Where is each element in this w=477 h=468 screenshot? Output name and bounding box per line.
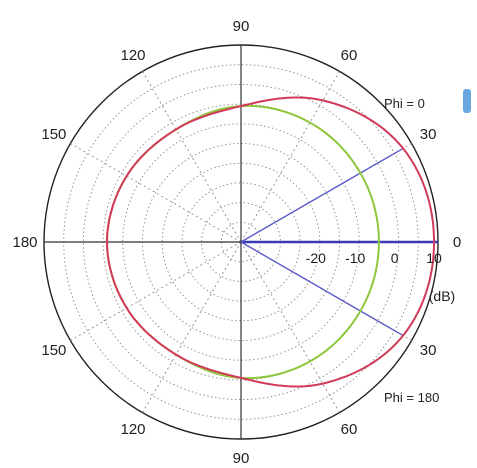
grid-spoke	[70, 241, 242, 341]
grid-spoke	[70, 143, 242, 243]
series-curve	[105, 96, 436, 388]
radial-unit-label: (dB)	[429, 288, 455, 304]
angle-tick-label: 150	[41, 126, 66, 143]
beam-ray	[240, 147, 404, 243]
radial-tick-label: -10	[345, 250, 365, 266]
angle-tick-label: 120	[120, 421, 145, 438]
legend-label-phi-0: Phi = 0	[384, 96, 425, 111]
grid-spoke	[142, 71, 242, 243]
angle-tick-label: 0	[453, 234, 461, 251]
radial-tick-label: -20	[306, 250, 326, 266]
series-layer	[105, 96, 436, 388]
legend-swatch	[463, 89, 471, 113]
beam-ray	[240, 241, 404, 337]
radial-tick-label: 10	[426, 250, 442, 266]
angle-tick-label: 60	[341, 47, 358, 64]
legend: Phi = 0 Phi = 180	[384, 89, 471, 405]
angle-tick-label: 150	[41, 342, 66, 359]
axis-labels: 90 60 30 0 120 150 180 150 120 90 60 30 -20 -10 0 10 (dB…	[12, 18, 461, 467]
angle-tick-label: 180	[12, 234, 37, 251]
angle-tick-label: 30	[420, 342, 437, 359]
angle-tick-label: 90	[233, 450, 250, 467]
beam-rays	[240, 147, 438, 337]
radial-tick-label: 0	[391, 250, 399, 266]
angle-tick-label: 30	[420, 126, 437, 143]
grid-spoke	[142, 241, 242, 413]
angle-tick-label: 60	[341, 421, 358, 438]
legend-label-phi-180: Phi = 180	[384, 390, 439, 405]
angle-tick-label: 120	[120, 47, 145, 64]
angle-tick-label: 90	[233, 18, 250, 35]
